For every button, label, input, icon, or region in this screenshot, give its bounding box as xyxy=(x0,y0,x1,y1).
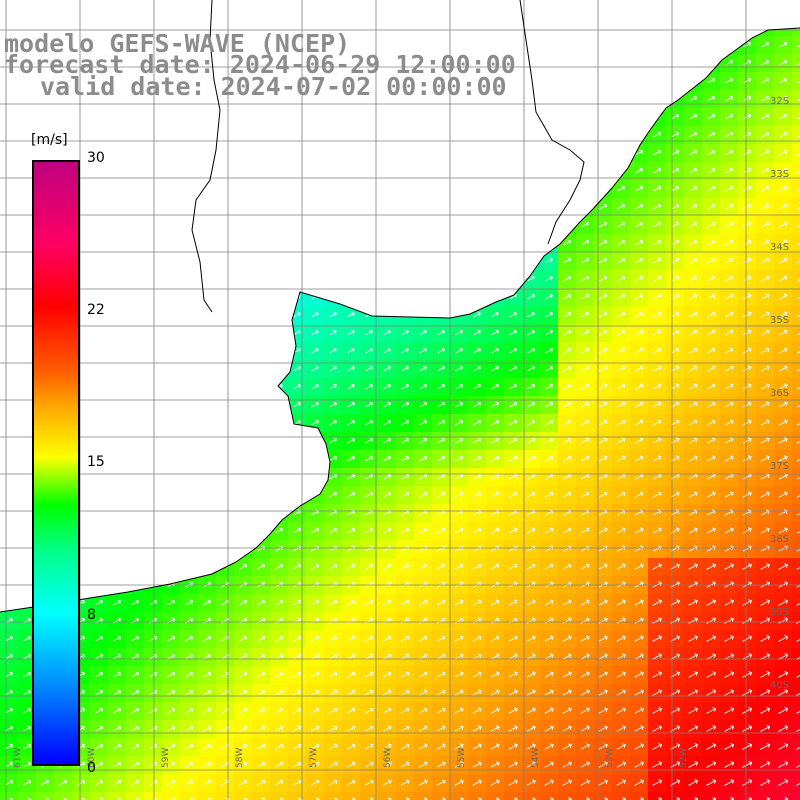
lon-label: 61W xyxy=(13,748,23,768)
valid-date: valid date: 2024-07-02 00:00:00 xyxy=(40,72,507,101)
legend-tick-8: 8 xyxy=(87,607,96,623)
lon-label: 58W xyxy=(235,748,245,768)
lon-label: 54W xyxy=(531,748,541,768)
lat-label: 40S xyxy=(770,680,789,691)
legend-tick-15: 15 xyxy=(87,454,105,470)
color-scale-bar xyxy=(32,160,80,766)
legend-unit: [m/s] xyxy=(31,132,68,148)
longitude-labels: 61W 60W 59W 58W 57W 56W 55W 54W 53W 52W xyxy=(13,748,689,768)
lat-label: 38S xyxy=(770,534,789,545)
lat-label: 36S xyxy=(770,388,789,399)
lon-label: 59W xyxy=(161,748,171,768)
lat-label: 35S xyxy=(770,315,789,326)
lon-label: 60W xyxy=(87,748,97,768)
country-border xyxy=(191,0,585,313)
legend-tick-0: 0 xyxy=(87,760,96,776)
lon-label: 56W xyxy=(383,748,393,768)
forecast-date: forecast date: 2024-06-29 12:00:00 xyxy=(4,50,516,79)
model-title: modelo GEFS-WAVE (NCEP) xyxy=(4,29,351,58)
lon-label: 57W xyxy=(309,748,319,768)
coastline xyxy=(0,27,800,613)
lon-label: 55W xyxy=(457,748,467,768)
latitude-labels: 32S 33S 34S 35S 36S 37S 38S 39S 40S xyxy=(770,96,789,691)
lat-label: 37S xyxy=(770,461,789,472)
lat-label: 34S xyxy=(770,242,789,253)
lat-label: 33S xyxy=(770,169,789,180)
lat-label: 39S xyxy=(770,607,789,618)
lon-label: 52W xyxy=(679,748,689,768)
lat-label: 32S xyxy=(770,96,789,107)
land-area xyxy=(0,0,800,612)
legend-tick-30: 30 xyxy=(87,150,105,166)
lon-label: 53W xyxy=(605,748,615,768)
legend-tick-22: 22 xyxy=(87,302,105,318)
